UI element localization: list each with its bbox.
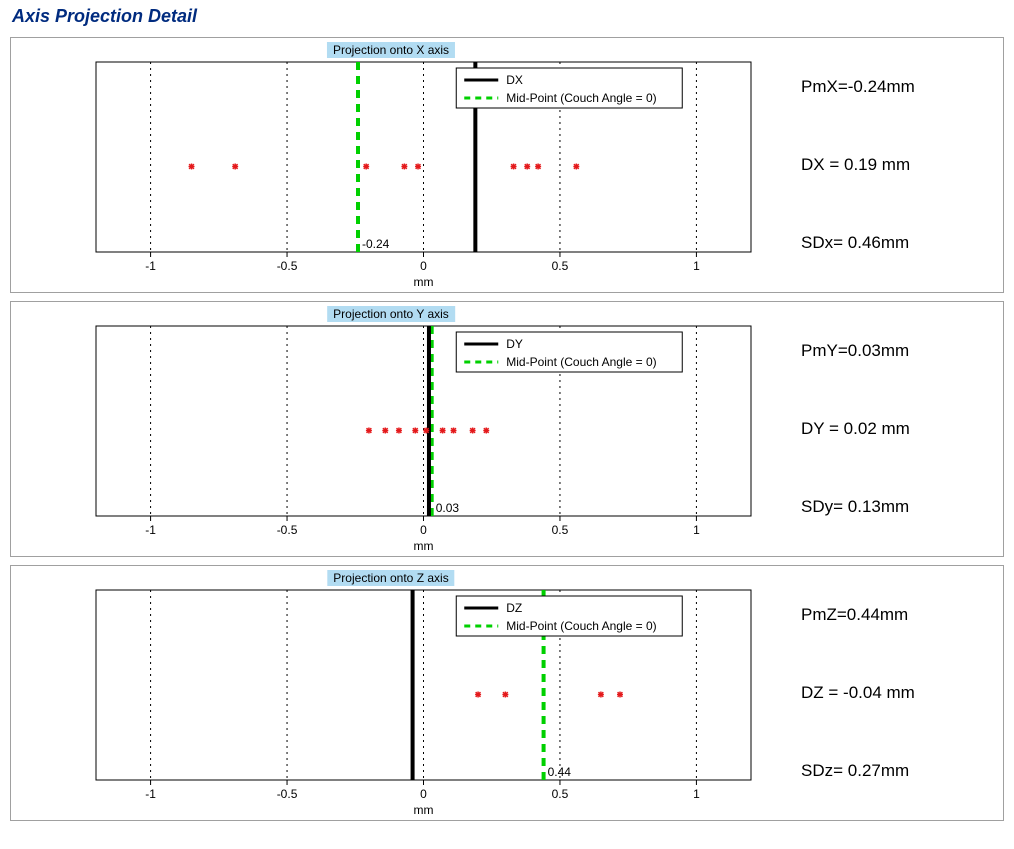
stat-value: DX = 0.19 mm	[801, 155, 993, 175]
chart-title: Projection onto Z axis	[327, 570, 454, 586]
chart-panel-x: Projection onto X axis -1 -0.5 0 0.5 1 mm -0.2…	[10, 37, 1004, 293]
data-marker	[502, 692, 508, 698]
stats-cell-x: PmX=-0.24mm DX = 0.19 mm SDx= 0.46mm	[771, 38, 1003, 292]
legend-label-2: Mid-Point (Couch Angle = 0)	[506, 91, 656, 105]
stat-value: PmZ=0.44mm	[801, 605, 993, 625]
data-marker	[366, 428, 372, 434]
data-marker	[423, 428, 429, 434]
stat-value: SDy= 0.13mm	[801, 497, 993, 517]
stat-value: SDx= 0.46mm	[801, 233, 993, 253]
data-marker	[363, 164, 369, 170]
xtick-label: 0	[420, 523, 427, 537]
xtick-label: 1	[693, 787, 700, 801]
chart-y: -1 -0.5 0 0.5 1 mm 0.03 DY Mid-Point (Couch Angl…	[11, 302, 771, 556]
midpoint-value-label: -0.24	[362, 237, 390, 251]
data-marker	[470, 428, 476, 434]
data-marker	[511, 164, 517, 170]
stats-cell-y: PmY=0.03mm DY = 0.02 mm SDy= 0.13mm	[771, 302, 1003, 556]
data-marker	[440, 428, 446, 434]
legend-label-1: DZ	[506, 601, 522, 615]
chart-x: -1 -0.5 0 0.5 1 mm -0.24 DX Mid-Point (Couch Ang…	[11, 38, 771, 292]
xtick-label: 1	[693, 259, 700, 273]
xtick-label: 0.5	[552, 787, 569, 801]
xtick-label: -0.5	[277, 523, 298, 537]
data-marker	[535, 164, 541, 170]
chart-cell-x: Projection onto X axis -1 -0.5 0 0.5 1 mm -0.2…	[11, 38, 771, 292]
chart-z: -1 -0.5 0 0.5 1 mm 0.44 DZ Mid-Point (Couch Angl…	[11, 566, 771, 820]
stat-value: DZ = -0.04 mm	[801, 683, 993, 703]
chart-title: Projection onto X axis	[327, 42, 455, 58]
chart-cell-y: Projection onto Y axis -1 -0.5 0 0.5 1 mm 0.03…	[11, 302, 771, 556]
data-marker	[483, 428, 489, 434]
data-marker	[412, 428, 418, 434]
xtick-label: -1	[145, 787, 156, 801]
legend-label-1: DX	[506, 73, 523, 87]
xtick-label: 0	[420, 787, 427, 801]
xtick-label: -1	[145, 523, 156, 537]
stat-value: PmY=0.03mm	[801, 341, 993, 361]
data-marker	[189, 164, 195, 170]
data-marker	[617, 692, 623, 698]
data-marker	[524, 164, 530, 170]
stat-value: SDz= 0.27mm	[801, 761, 993, 781]
data-marker	[598, 692, 604, 698]
legend-label-2: Mid-Point (Couch Angle = 0)	[506, 619, 656, 633]
x-axis-label: mm	[414, 539, 434, 553]
data-marker	[415, 164, 421, 170]
legend-label-1: DY	[506, 337, 523, 351]
midpoint-value-label: 0.03	[436, 501, 460, 515]
xtick-label: -1	[145, 259, 156, 273]
data-marker	[232, 164, 238, 170]
chart-panel-z: Projection onto Z axis -1 -0.5 0 0.5 1 mm 0.44…	[10, 565, 1004, 821]
charts-container: Projection onto X axis -1 -0.5 0 0.5 1 mm -0.2…	[0, 37, 1014, 821]
page-title: Axis Projection Detail	[0, 0, 1014, 33]
data-marker	[451, 428, 457, 434]
data-marker	[573, 164, 579, 170]
stats-cell-z: PmZ=0.44mm DZ = -0.04 mm SDz= 0.27mm	[771, 566, 1003, 820]
chart-panel-y: Projection onto Y axis -1 -0.5 0 0.5 1 mm 0.03…	[10, 301, 1004, 557]
xtick-label: 0.5	[552, 523, 569, 537]
xtick-label: -0.5	[277, 787, 298, 801]
x-axis-label: mm	[414, 275, 434, 289]
stat-value: DY = 0.02 mm	[801, 419, 993, 439]
data-marker	[401, 164, 407, 170]
xtick-label: 1	[693, 523, 700, 537]
xtick-label: -0.5	[277, 259, 298, 273]
xtick-label: 0.5	[552, 259, 569, 273]
legend-label-2: Mid-Point (Couch Angle = 0)	[506, 355, 656, 369]
data-marker	[382, 428, 388, 434]
data-marker	[475, 692, 481, 698]
xtick-label: 0	[420, 259, 427, 273]
data-marker	[396, 428, 402, 434]
x-axis-label: mm	[414, 803, 434, 817]
chart-title: Projection onto Y axis	[327, 306, 455, 322]
stat-value: PmX=-0.24mm	[801, 77, 993, 97]
chart-cell-z: Projection onto Z axis -1 -0.5 0 0.5 1 mm 0.44…	[11, 566, 771, 820]
midpoint-value-label: 0.44	[548, 765, 572, 779]
